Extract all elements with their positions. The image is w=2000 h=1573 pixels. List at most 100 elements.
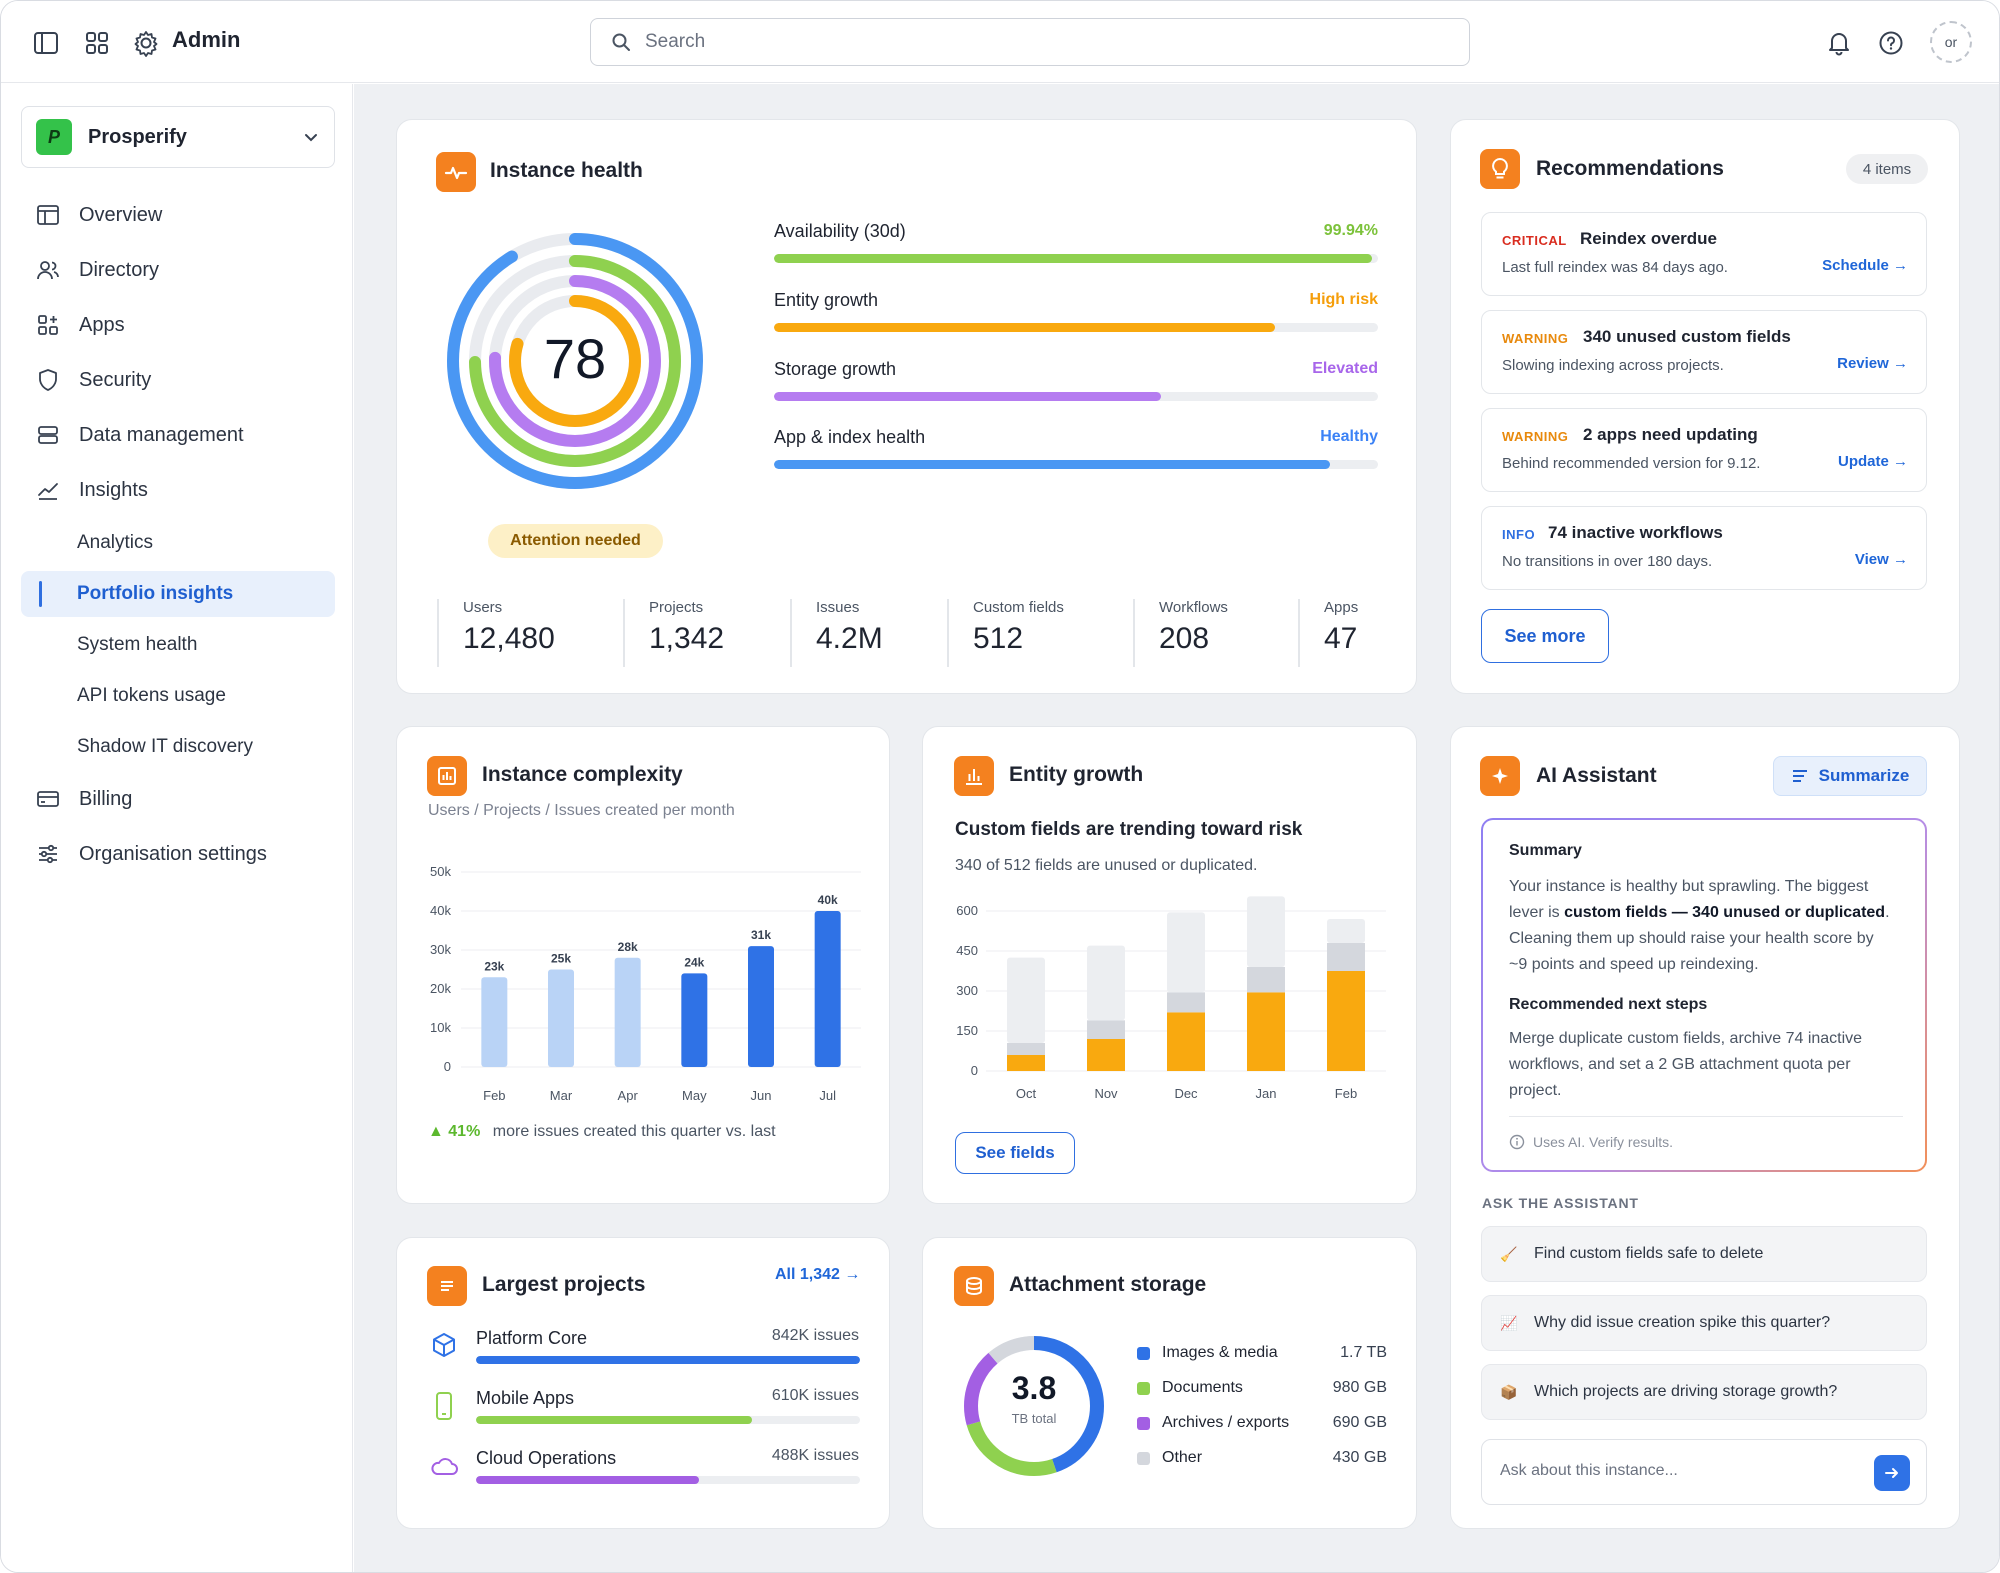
sidebar-item-apps[interactable]: Apps xyxy=(21,302,335,348)
recommendation-title: 340 unused custom fields xyxy=(1583,327,1791,346)
y-tick-label: 30k xyxy=(430,942,451,957)
summary-line: Cleaning them up should raise your healt… xyxy=(1509,930,1874,947)
stat-value: 208 xyxy=(1159,622,1210,655)
project-bar xyxy=(476,1416,860,1424)
next-steps-line: workflows, and set a 2 GB attachment quo… xyxy=(1509,1056,1851,1073)
stat-value: 4.2M xyxy=(816,622,883,655)
sidebar-item-label: Security xyxy=(79,368,152,391)
bar xyxy=(614,957,641,1067)
instance-health-title: Instance health xyxy=(490,159,643,182)
legend-swatch xyxy=(1137,1381,1150,1395)
summary-highlight: custom fields — 340 unused or duplicated xyxy=(1564,904,1886,921)
send-button[interactable] xyxy=(1874,1455,1910,1491)
data-label: 31k xyxy=(751,928,771,942)
shield-icon xyxy=(35,367,61,393)
sidebar-subitem-shadow-it-discovery[interactable]: Shadow IT discovery xyxy=(77,736,254,757)
sidebar-subitem-portfolio-insights[interactable]: Portfolio insights xyxy=(21,571,335,617)
ai-summary-panel: Summary Your instance is healthy but spr… xyxy=(1481,818,1927,1172)
ask-input-field[interactable]: Ask about this instance... xyxy=(1481,1439,1927,1505)
bar xyxy=(481,977,508,1067)
project-bar-fill xyxy=(476,1416,753,1424)
see-fields-button[interactable]: See fields xyxy=(955,1132,1075,1174)
arrow-right-icon xyxy=(1885,1468,1898,1478)
all-projects-link[interactable]: All 1,342 → xyxy=(775,1266,861,1283)
lines-icon xyxy=(1792,770,1807,782)
legend-value: 690 GB xyxy=(1332,1414,1387,1431)
x-tick-label: Jun xyxy=(751,1088,772,1103)
attachment-storage-card xyxy=(922,1237,1417,1529)
prompt-suggestion[interactable]: 🧹 Find custom fields safe to delete xyxy=(1481,1226,1927,1282)
package-icon: 📦 xyxy=(1500,1383,1518,1400)
sidebar: P Prosperify Overview Directory Apps Sec… xyxy=(1,84,353,1572)
gear-icon[interactable] xyxy=(128,25,164,61)
review-link[interactable]: Review → xyxy=(1837,355,1908,372)
sidebar-item-data-management[interactable]: Data management xyxy=(21,412,335,458)
summarize-button[interactable]: Summarize xyxy=(1773,756,1927,796)
pulse-icon xyxy=(436,152,476,192)
sidebar-item-directory[interactable]: Directory xyxy=(21,247,335,293)
see-more-button[interactable]: See more xyxy=(1481,609,1609,663)
avatar[interactable]: or xyxy=(1930,21,1972,63)
stat-value: 512 xyxy=(973,622,1024,655)
ai-disclaimer-text: Uses AI. Verify results. xyxy=(1533,1134,1674,1150)
x-tick-label: Nov xyxy=(1094,1086,1118,1101)
help-icon[interactable] xyxy=(1873,25,1909,61)
divider xyxy=(1509,1116,1903,1117)
complexity-delta: ▲ 41% xyxy=(428,1123,481,1140)
sidebar-item-billing[interactable]: Billing xyxy=(21,776,335,822)
app-switcher-icon[interactable] xyxy=(79,25,115,61)
x-tick-label: Oct xyxy=(1016,1086,1037,1101)
recommendation-title: Reindex overdue xyxy=(1580,229,1717,248)
entity-growth-headline: Custom fields are trending toward risk xyxy=(955,819,1303,840)
bar-chart-icon xyxy=(954,756,994,796)
sidebar-item-label: Organisation settings xyxy=(79,842,267,865)
stacked-bar-segment xyxy=(1167,912,1205,993)
ask-input-placeholder: Ask about this instance... xyxy=(1500,1462,1678,1479)
sidebar-item-label: Billing xyxy=(79,787,133,810)
stat-value: 12,480 xyxy=(463,622,555,655)
bar xyxy=(814,911,841,1067)
health-score: 78 xyxy=(543,327,607,390)
project-bar xyxy=(476,1476,860,1484)
search-input[interactable]: Search xyxy=(590,18,1470,66)
recommendation-title: 74 inactive workflows xyxy=(1548,523,1723,542)
summary-fragment: lever is xyxy=(1509,904,1565,921)
bell-icon[interactable] xyxy=(1821,25,1857,61)
update-link[interactable]: Update → xyxy=(1837,453,1908,470)
sidebar-item-label: Insights xyxy=(79,478,148,501)
ai-disclaimer: Uses AI. Verify results. xyxy=(1509,1134,1673,1150)
project-issue-count: 488K issues xyxy=(771,1447,859,1464)
metric-label: App & index health xyxy=(774,427,926,447)
stacked-bar-segment xyxy=(1167,992,1205,1013)
recommendations-count-badge: 4 items xyxy=(1846,154,1928,184)
view-link[interactable]: View → xyxy=(1854,551,1908,568)
metric-bar-fill xyxy=(774,460,1330,469)
schedule-link[interactable]: Schedule → xyxy=(1822,257,1908,274)
sidebar-subitem-analytics[interactable]: Analytics xyxy=(77,532,154,553)
stat-issues: Issues 4.2M xyxy=(790,599,883,667)
sidebar-toggle-icon[interactable] xyxy=(28,25,64,61)
stat-label: Custom fields xyxy=(973,599,1064,616)
sidebar-subitem-api-tokens-usage[interactable]: API tokens usage xyxy=(77,685,226,706)
org-switcher[interactable]: P Prosperify xyxy=(21,106,335,168)
sidebar-item-security[interactable]: Security xyxy=(21,357,335,403)
sidebar-subitem-system-health[interactable]: System health xyxy=(77,634,198,655)
data-label: 28k xyxy=(618,940,638,954)
data-label: 40k xyxy=(818,893,838,907)
sidebar-item-overview[interactable]: Overview xyxy=(21,192,335,238)
bar xyxy=(748,946,774,1067)
mobile-icon xyxy=(436,1392,452,1420)
stacked-bar-segment xyxy=(1247,896,1285,967)
recommendation-desc: Slowing indexing across projects. xyxy=(1502,357,1724,374)
next-steps-line: project. xyxy=(1509,1082,1562,1099)
sidebar-item-organisation-settings[interactable]: Organisation settings xyxy=(21,831,335,877)
chevron-down-icon xyxy=(305,134,317,142)
credit-card-icon xyxy=(35,786,61,812)
sidebar-item-insights[interactable]: Insights xyxy=(21,467,335,513)
prompt-suggestion[interactable]: 📦 Which projects are driving storage grow… xyxy=(1481,1364,1927,1420)
metric-bar xyxy=(774,460,1378,469)
stat-projects: Projects 1,342 xyxy=(623,599,724,667)
prompt-suggestion[interactable]: 📈 Why did issue creation spike this quart… xyxy=(1481,1295,1927,1351)
lightbulb-icon xyxy=(1480,149,1520,189)
metric-bar xyxy=(774,323,1378,332)
